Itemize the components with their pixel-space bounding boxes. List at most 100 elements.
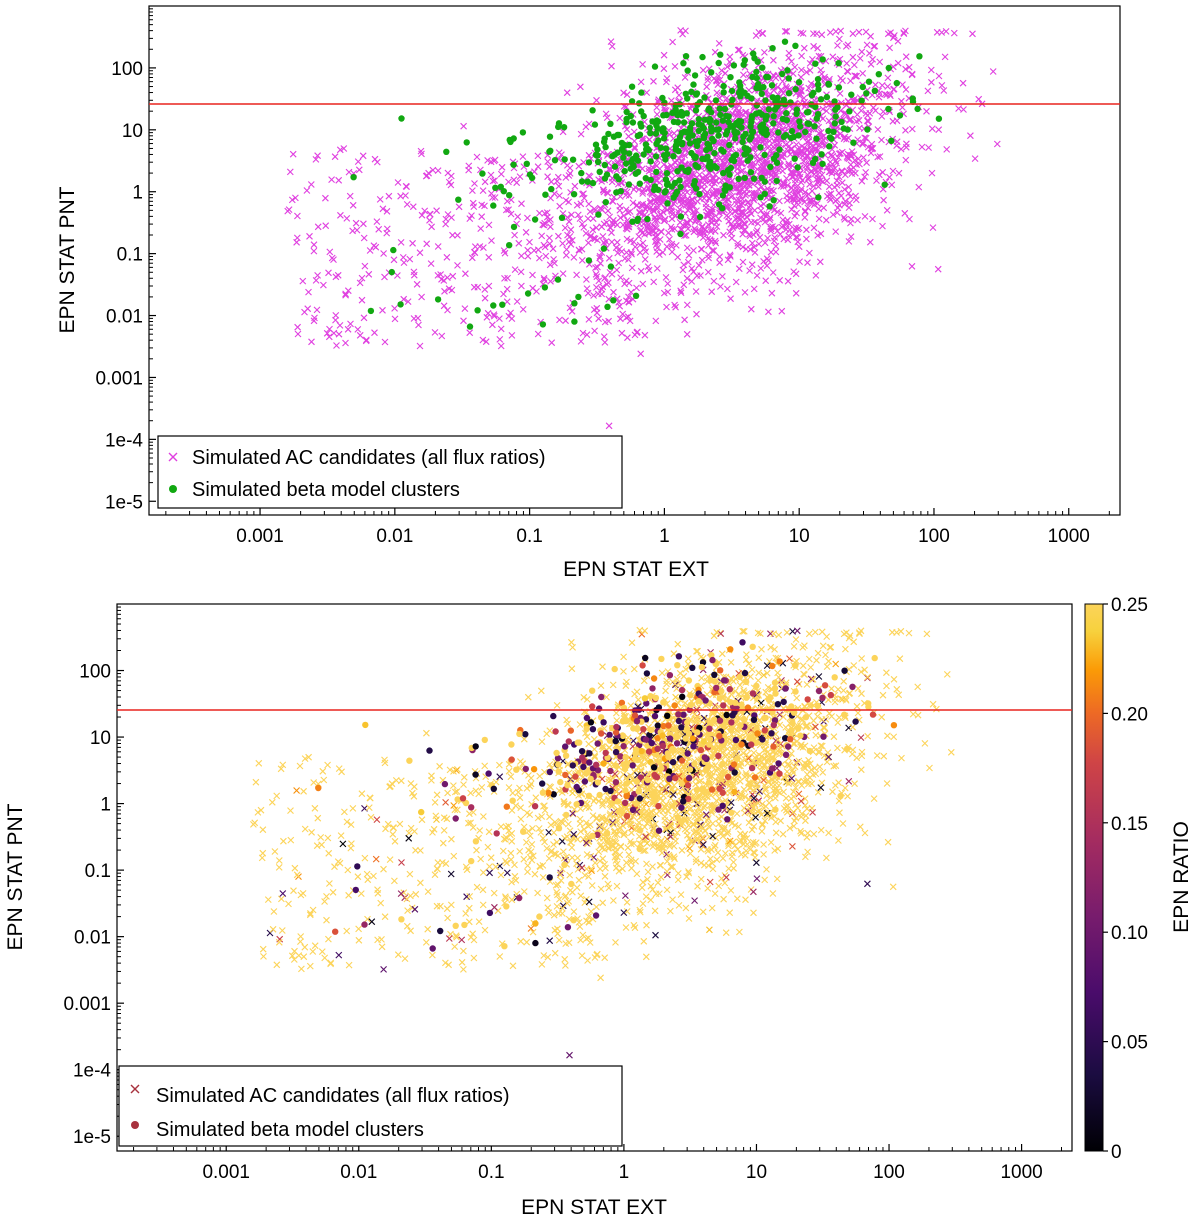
top-beta-point xyxy=(693,90,701,97)
top-ac-point xyxy=(870,104,877,112)
top-ac-point xyxy=(289,150,297,158)
top-beta-point xyxy=(751,55,758,62)
top-ac-point xyxy=(553,177,561,185)
top-beta-point xyxy=(700,134,708,142)
top-ac-point xyxy=(745,204,753,211)
top-beta-point xyxy=(682,53,690,60)
top-beta-point xyxy=(735,175,742,183)
top-ac-point xyxy=(379,306,386,314)
top-beta-point xyxy=(652,153,660,160)
top-beta-point xyxy=(497,183,504,190)
top-beta-point xyxy=(610,297,617,304)
top-beta-point xyxy=(834,104,841,111)
top-beta-point xyxy=(531,216,539,223)
top-ac-point xyxy=(306,232,313,240)
top-beta-point xyxy=(621,167,628,175)
top-beta-point xyxy=(766,203,773,210)
top-ac-point xyxy=(666,235,673,243)
top-beta-point xyxy=(825,81,833,88)
top-beta-point xyxy=(623,108,630,116)
top-beta-point xyxy=(604,303,611,310)
top-beta-point xyxy=(779,115,787,123)
top-beta-point xyxy=(547,147,554,154)
top-beta-point xyxy=(835,84,843,91)
top-beta-point xyxy=(595,211,602,218)
top-ac-point xyxy=(902,86,910,93)
top-beta-point xyxy=(711,150,718,157)
top-beta-point xyxy=(680,60,687,67)
top-beta-point xyxy=(759,64,766,71)
top-beta-point xyxy=(664,200,671,207)
top-ac-point xyxy=(657,228,665,235)
top-ac-point xyxy=(582,230,590,237)
top-beta-point xyxy=(784,67,791,74)
top-beta-point xyxy=(570,191,578,198)
top-beta-point xyxy=(688,120,696,127)
top-beta-point xyxy=(622,160,630,167)
top-beta-point xyxy=(858,97,865,104)
top-beta-point xyxy=(706,145,713,152)
top-beta-point xyxy=(677,230,684,238)
top-beta-point xyxy=(677,213,685,220)
top-beta-point xyxy=(434,296,442,303)
top-beta-point xyxy=(823,93,831,101)
top-ac-point xyxy=(831,141,839,149)
top-beta-point xyxy=(682,90,689,98)
top-beta-point xyxy=(804,120,811,127)
top-beta-point xyxy=(684,67,691,74)
top-ac-point xyxy=(739,167,747,174)
top-beta-point xyxy=(492,184,499,191)
top-beta-point xyxy=(812,60,819,67)
top-beta-point xyxy=(813,115,820,122)
top-beta-point xyxy=(510,161,517,168)
top-ac-point xyxy=(807,199,814,207)
top-beta-point xyxy=(670,153,677,160)
top-beta-point xyxy=(663,181,671,188)
top-beta-point xyxy=(585,159,593,166)
top-beta-point xyxy=(653,117,660,124)
top-beta-point xyxy=(463,139,470,146)
top-ac-point xyxy=(918,143,926,151)
top-beta-point xyxy=(716,105,723,112)
top-beta-point xyxy=(914,105,921,113)
top-ac-point xyxy=(797,99,804,107)
top-ac-point xyxy=(322,194,329,202)
top-beta-point xyxy=(601,161,608,169)
top-beta-point xyxy=(846,108,853,115)
top-beta-point xyxy=(638,123,645,130)
top-beta-point xyxy=(591,121,599,128)
top-beta-point xyxy=(618,145,626,152)
top-beta-point xyxy=(528,174,536,182)
top-ac-point xyxy=(636,209,644,217)
top-ac-point xyxy=(540,276,548,284)
top-beta-point xyxy=(679,139,686,147)
top-beta-point xyxy=(750,175,758,182)
top-ac-point xyxy=(753,272,761,279)
top-y-tick-label-3: 0.01 xyxy=(106,307,143,328)
top-ac-point xyxy=(776,197,783,205)
top-beta-point xyxy=(626,150,633,157)
top-beta-point xyxy=(519,129,527,136)
top-beta-point xyxy=(607,263,615,270)
top-beta-point xyxy=(832,113,839,120)
top-beta-point xyxy=(613,189,620,196)
top-ac-point xyxy=(604,189,612,197)
top-beta-point xyxy=(813,135,820,142)
top-beta-point xyxy=(611,163,619,170)
top-legend: Simulated AC candidates (all flux ratios… xyxy=(157,435,623,509)
top-beta-point xyxy=(771,106,779,113)
top-ac-point xyxy=(314,152,321,160)
top-ac-point xyxy=(312,277,320,284)
top-beta-point xyxy=(769,94,776,101)
top-ac-point xyxy=(872,107,879,114)
top-beta-point xyxy=(683,129,690,136)
top-y-tick-label-5: 1 xyxy=(132,183,143,204)
top-beta-point xyxy=(838,118,845,126)
top-beta-point xyxy=(466,323,474,330)
top-beta-point xyxy=(792,42,799,49)
top-ac-point xyxy=(303,187,311,194)
top-ac-point xyxy=(573,271,580,279)
top-beta-point xyxy=(674,119,682,126)
top-x-tick-label-1: 0.01 xyxy=(376,526,413,547)
